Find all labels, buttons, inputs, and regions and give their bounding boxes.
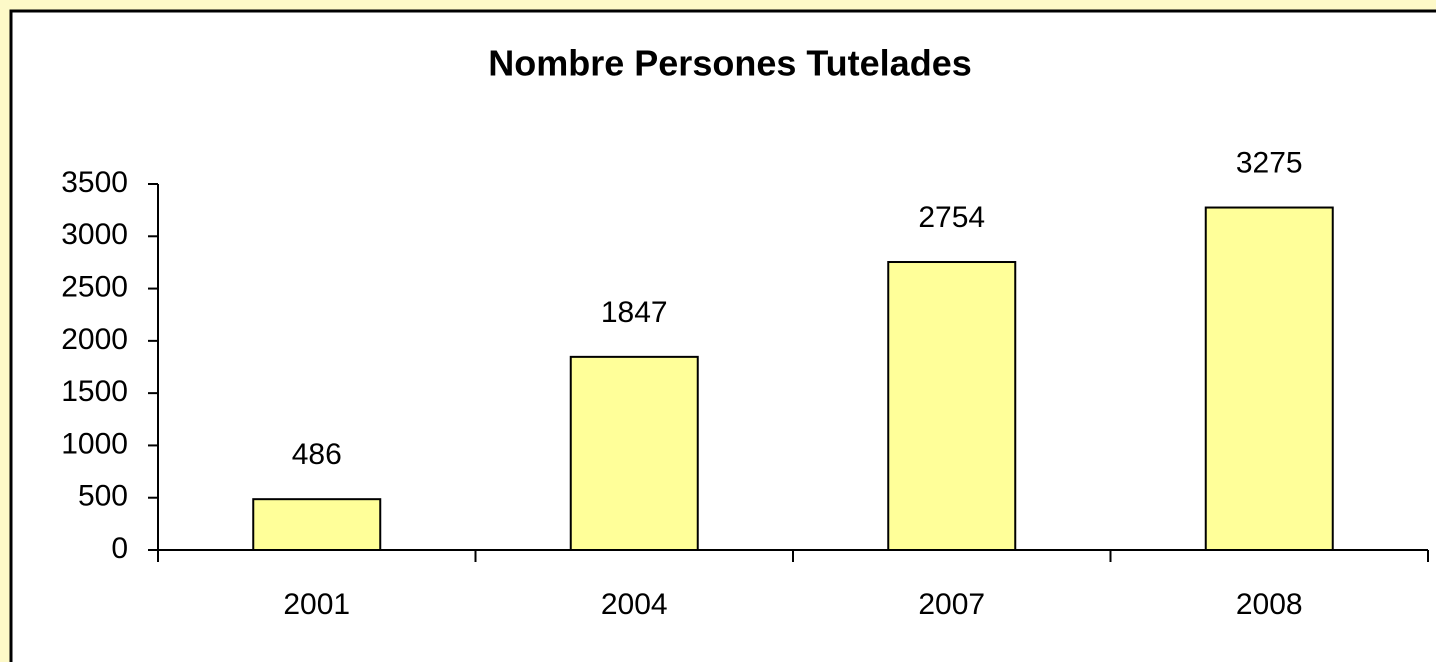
bar [252, 498, 382, 551]
bar [569, 355, 699, 551]
x-tick-label: 2007 [918, 588, 985, 621]
y-tick-label: 0 [111, 532, 128, 565]
data-label: 3275 [1236, 146, 1303, 179]
y-tick-label: 2500 [61, 270, 128, 303]
y-tick-label: 500 [78, 480, 128, 513]
x-tick-label: 2008 [1236, 588, 1303, 621]
bar [887, 261, 1017, 551]
y-tick-label: 3000 [61, 218, 128, 251]
y-tick-label: 2000 [61, 323, 128, 356]
y-tick-label: 1000 [61, 427, 128, 460]
bar [1204, 206, 1334, 551]
x-tick-label: 2001 [283, 588, 350, 621]
chart-area [9, 9, 1436, 662]
y-tick-label: 1500 [61, 375, 128, 408]
data-label: 1847 [601, 296, 668, 329]
y-tick-label: 3500 [61, 166, 128, 199]
chart-title: Nombre Persones Tutelades [488, 43, 972, 84]
data-label: 486 [292, 438, 342, 471]
data-label: 2754 [918, 201, 985, 234]
x-tick-label: 2004 [601, 588, 668, 621]
